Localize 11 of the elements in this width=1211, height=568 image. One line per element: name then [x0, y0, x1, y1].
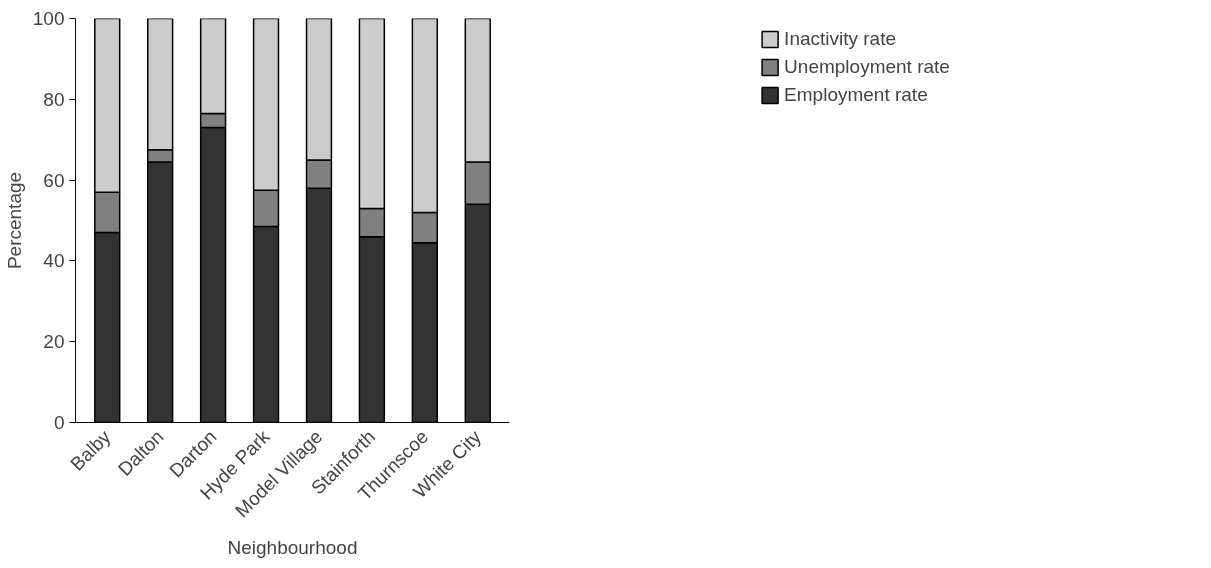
y-tick-label: 80 — [43, 88, 65, 110]
y-tick-label: 100 — [32, 8, 65, 29]
legend-label: Inactivity rate — [784, 28, 897, 50]
legend-label: Employment rate — [784, 84, 928, 106]
y-tick-label: 40 — [43, 250, 65, 272]
x-axis-title: Neighbourhood — [227, 536, 358, 558]
y-tick-label: 20 — [43, 331, 65, 353]
y-axis-title: Percentage — [3, 171, 25, 270]
y-tick-label: 0 — [53, 412, 65, 433]
y-tick-label: 60 — [43, 169, 65, 191]
legend-label: Unemployment rate — [784, 56, 950, 78]
